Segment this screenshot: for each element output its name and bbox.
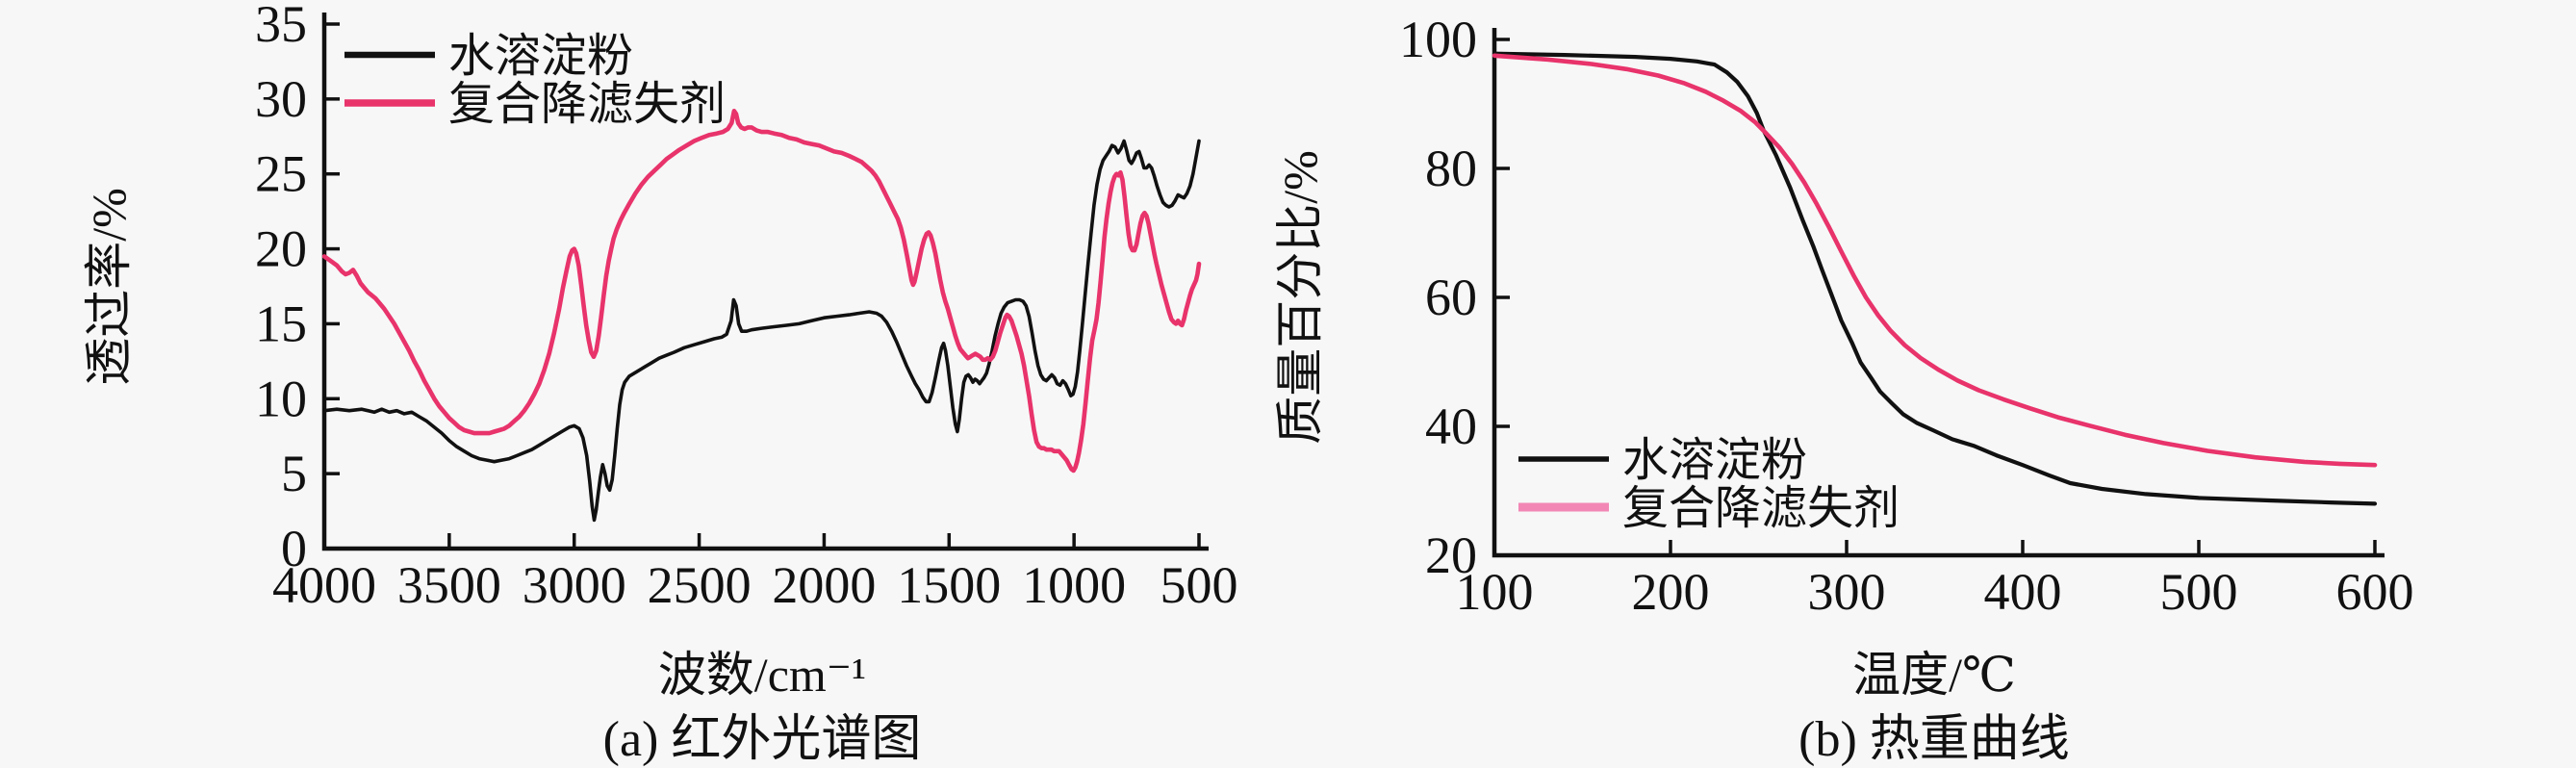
x-tick-label: 500	[2160, 563, 2238, 621]
y-tick-label: 20	[1425, 526, 1477, 584]
tga-legend: 水溶淀粉 复合降滤失剂	[1518, 435, 1900, 534]
x-tick-label: 2500	[648, 556, 752, 614]
y-tick-label: 25	[255, 145, 307, 203]
curve-starch	[1492, 51, 2378, 506]
x-tick-label: 1000	[1022, 556, 1126, 614]
x-tick-label: 100	[1456, 563, 1534, 621]
ir-legend-label-composite: 复合降滤失剂	[448, 79, 726, 130]
curve-starch	[322, 139, 1201, 523]
x-tick-label: 2000	[772, 556, 876, 614]
x-tick-label: 3000	[523, 556, 626, 614]
x-tick-label: 400	[1984, 563, 2062, 621]
tga-legend-label-starch: 水溶淀粉	[1622, 435, 1807, 486]
curve-composite	[1492, 53, 2378, 468]
y-tick-label: 0	[281, 520, 307, 577]
ir-chart: 4000 3500 3000 2500 2000 1500 1000 500 0 5 10 15 20 2…	[82, 0, 1238, 767]
x-tick-label: 3500	[397, 556, 501, 614]
y-tick-label: 20	[255, 220, 307, 278]
tga-chart: 100 200 300 400 500 600 20 40 60 80 100 质量百分比/% 温度…	[1273, 11, 2414, 767]
y-tick-label: 5	[281, 445, 307, 502]
tga-caption: (b) 热重曲线	[1798, 712, 2070, 767]
x-tick-label: 300	[1808, 563, 1886, 621]
y-tick-label: 15	[255, 294, 307, 352]
y-tick-label: 10	[255, 370, 307, 427]
curve-composite	[321, 109, 1202, 474]
ir-legend-label-starch: 水溶淀粉	[448, 31, 633, 82]
ir-plot-area: 4000 3500 3000 2500 2000 1500 1000 500 0 5 10 15 20 2…	[255, 0, 1238, 614]
tga-y-axis-label: 质量百分比/%	[1273, 150, 1327, 445]
tga-legend-label-composite: 复合降滤失剂	[1622, 483, 1900, 534]
y-tick-label: 35	[255, 0, 307, 53]
y-tick-label: 60	[1425, 269, 1477, 326]
x-tick-label: 200	[1632, 563, 1710, 621]
x-tick-label: 1500	[897, 556, 1001, 614]
y-tick-label: 80	[1425, 140, 1477, 197]
ir-caption: (a) 红外光谱图	[603, 712, 922, 767]
y-tick-label: 100	[1399, 11, 1477, 68]
tga-plot-area: 100 200 300 400 500 600 20 40 60 80 100	[1399, 11, 2414, 621]
ir-x-axis-label: 波数/cm⁻¹	[658, 648, 866, 702]
x-tick-label: 600	[2336, 563, 2414, 621]
y-tick-label: 30	[255, 70, 307, 128]
x-tick-label: 500	[1160, 556, 1238, 614]
ir-y-axis-label: 透过率/%	[82, 188, 136, 386]
ir-legend: 水溶淀粉 复合降滤失剂	[344, 31, 726, 130]
tga-x-axis-label: 温度/℃	[1852, 648, 2016, 702]
x-tick-label: 4000	[272, 556, 376, 614]
y-tick-label: 40	[1425, 397, 1477, 455]
